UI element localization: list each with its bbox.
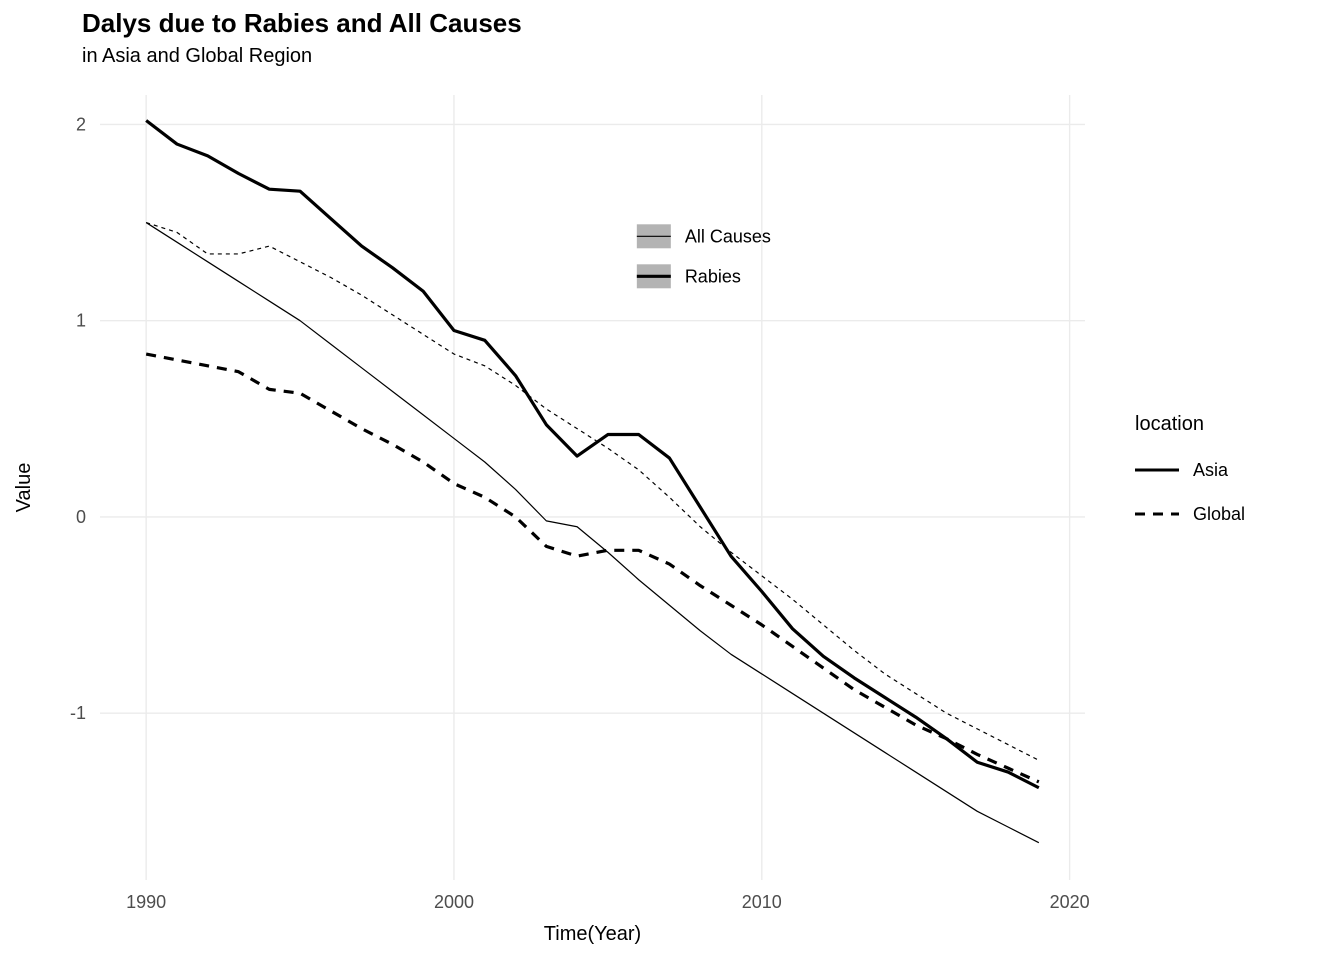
x-tick-label: 1990 <box>126 892 166 912</box>
chart-container: 1990 2000 2010 2020 -1 0 1 2 Time(Year) Value Daly… <box>0 0 1344 960</box>
chart-svg: 1990 2000 2010 2020 -1 0 1 2 Time(Year) Value Daly… <box>0 0 1344 960</box>
y-axis-label: Value <box>13 463 35 513</box>
y-tick-label: 2 <box>76 114 86 134</box>
y-tick-label: 1 <box>76 311 86 331</box>
chart-subtitle: in Asia and Global Region <box>82 45 312 67</box>
chart-title: Dalys due to Rabies and All Causes <box>82 8 522 38</box>
legend-title: location <box>1135 413 1204 435</box>
y-tick-label: 0 <box>76 507 86 527</box>
x-tick-label: 2000 <box>434 892 474 912</box>
x-tick-label: 2020 <box>1050 892 1090 912</box>
legend-label: Rabies <box>685 266 741 286</box>
legend-label: Asia <box>1193 460 1229 480</box>
y-tick-label: -1 <box>70 703 86 723</box>
plot-panel <box>100 95 1085 880</box>
x-axis-label: Time(Year) <box>544 923 641 945</box>
x-tick-label: 2010 <box>742 892 782 912</box>
legend-label: All Causes <box>685 226 771 246</box>
legend-label: Global <box>1193 504 1245 524</box>
